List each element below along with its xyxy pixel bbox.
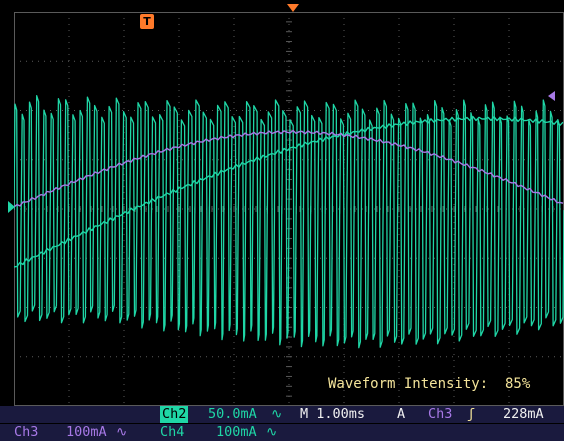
ch4-label[interactable]: Ch4 (160, 424, 185, 440)
ch2-label[interactable]: Ch2 (160, 406, 189, 423)
ch2-scale[interactable]: 50.0mA (208, 406, 257, 422)
ch3-waveform (14, 129, 564, 208)
waveform-screen (14, 12, 564, 406)
status-bar-top: Ch2 50.0mA ∿ M 1.00ms A Ch3 ʃ 228mA (0, 406, 564, 423)
ch2-waveform (14, 95, 564, 349)
trigger-level[interactable]: 228mA (503, 406, 544, 422)
trigger-mode[interactable]: A (397, 406, 406, 422)
status-bar-bottom: Ch3 100mA ∿ Ch4 100mA ∿ (0, 424, 564, 441)
waveform-intensity-readout: Waveform Intensity: 85% (328, 376, 531, 392)
ch3-label[interactable]: Ch3 (14, 424, 39, 440)
trigger-source[interactable]: Ch3 (428, 406, 453, 422)
trigger-edge-icon: ʃ (467, 406, 476, 422)
ch4-scale[interactable]: 100mA (216, 424, 257, 440)
waveforms (14, 95, 564, 349)
timebase-readout[interactable]: M 1.00ms (300, 406, 366, 422)
ch2-coupling-icon: ∿ (271, 406, 283, 422)
ch2-ground-icon[interactable] (8, 201, 15, 213)
waveform-plot (14, 12, 564, 406)
ch3-coupling-icon: ∿ (116, 424, 128, 440)
trigger-position-icon[interactable] (287, 4, 299, 12)
trigger-marker-icon[interactable]: T (140, 14, 154, 29)
trigger-level-icon[interactable] (548, 91, 555, 101)
ch4-coupling-icon: ∿ (266, 424, 278, 440)
ch4-waveform (14, 115, 564, 268)
ch3-scale[interactable]: 100mA (66, 424, 107, 440)
